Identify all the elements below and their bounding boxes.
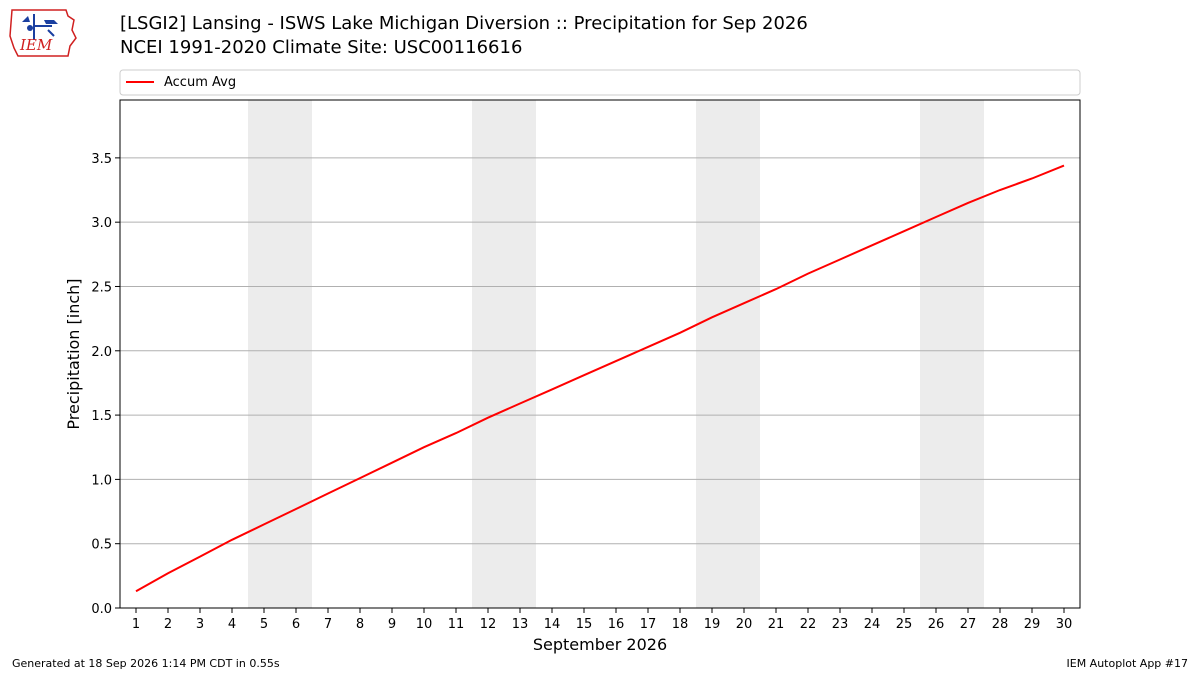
x-tick-label: 15 bbox=[576, 617, 593, 632]
weekend-band bbox=[248, 100, 312, 608]
legend-box bbox=[119, 69, 1081, 96]
x-tick-label: 5 bbox=[260, 617, 268, 632]
y-axis-label: Precipitation [inch] bbox=[64, 278, 83, 429]
y-tick-label: 1.5 bbox=[91, 409, 112, 424]
x-tick-label: 16 bbox=[608, 617, 625, 632]
weekend-band bbox=[472, 100, 536, 608]
x-tick-label: 17 bbox=[640, 617, 657, 632]
x-tick-label: 21 bbox=[768, 617, 785, 632]
x-tick-label: 13 bbox=[512, 617, 529, 632]
x-tick-label: 1 bbox=[132, 617, 140, 632]
y-tick-label: 3.0 bbox=[91, 216, 112, 231]
chart-subtitle: NCEI 1991-2020 Climate Site: USC00116616 bbox=[120, 37, 523, 58]
svg-text:IEM: IEM bbox=[19, 36, 53, 54]
x-tick-label: 14 bbox=[544, 617, 561, 632]
x-tick-label: 20 bbox=[736, 617, 753, 632]
x-tick-label: 2 bbox=[164, 617, 172, 632]
app-footer: IEM Autoplot App #17 bbox=[1066, 657, 1189, 670]
x-tick-label: 27 bbox=[960, 617, 977, 632]
x-tick-label: 26 bbox=[928, 617, 945, 632]
chart-title: [LSGI2] Lansing - ISWS Lake Michigan Div… bbox=[120, 13, 808, 34]
weekend-band bbox=[696, 100, 760, 608]
x-tick-label: 12 bbox=[480, 617, 497, 632]
x-tick-label: 25 bbox=[896, 617, 913, 632]
x-tick-label: 22 bbox=[800, 617, 817, 632]
x-tick-label: 9 bbox=[388, 617, 396, 632]
y-tick-label: 2.5 bbox=[91, 280, 112, 295]
x-tick-label: 3 bbox=[196, 617, 204, 632]
x-tick-label: 8 bbox=[356, 617, 364, 632]
y-tick-label: 1.0 bbox=[91, 473, 112, 488]
x-axis-label: September 2026 bbox=[533, 635, 667, 654]
x-tick-label: 11 bbox=[448, 617, 465, 632]
x-tick-label: 23 bbox=[832, 617, 849, 632]
x-tick-label: 6 bbox=[292, 617, 300, 632]
x-tick-label: 18 bbox=[672, 617, 689, 632]
x-tick-label: 28 bbox=[992, 617, 1009, 632]
x-tick-label: 24 bbox=[864, 617, 881, 632]
y-tick-label: 2.0 bbox=[91, 345, 112, 360]
y-tick-label: 3.5 bbox=[91, 152, 112, 167]
series-line-accum-avg bbox=[135, 164, 1065, 593]
generated-footer: Generated at 18 Sep 2026 1:14 PM CDT in … bbox=[12, 657, 280, 670]
x-tick-label: 29 bbox=[1024, 617, 1041, 632]
x-tick-label: 19 bbox=[704, 617, 721, 632]
x-tick-label: 4 bbox=[228, 617, 236, 632]
x-tick-label: 30 bbox=[1056, 617, 1073, 632]
iem-logo: IEM bbox=[9, 9, 77, 57]
plot-frame bbox=[119, 99, 1081, 609]
x-tick-label: 10 bbox=[416, 617, 433, 632]
y-tick-label: 0.5 bbox=[91, 538, 112, 553]
x-tick-label: 7 bbox=[324, 617, 332, 632]
y-tick-label: 0.0 bbox=[91, 602, 112, 617]
weekend-band bbox=[920, 100, 984, 608]
legend-label: Accum Avg bbox=[164, 75, 236, 90]
